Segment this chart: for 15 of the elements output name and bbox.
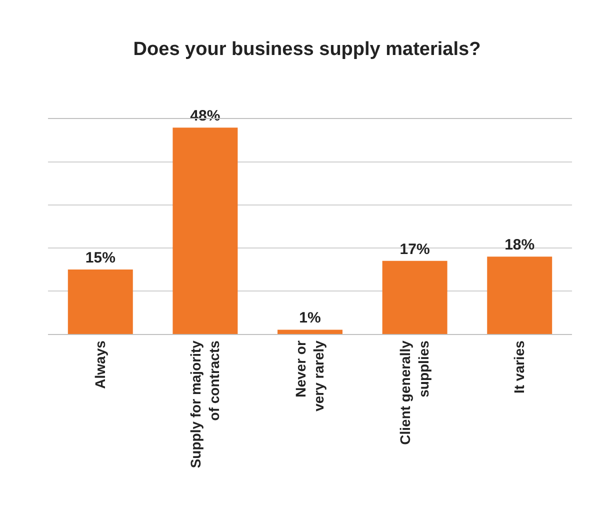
bar xyxy=(382,260,448,334)
chart-title: Does your business supply materials? xyxy=(133,38,481,60)
bar xyxy=(487,256,552,334)
x-tick-label: Always xyxy=(92,340,108,389)
bar xyxy=(278,330,342,334)
data-label: 1% xyxy=(299,310,321,327)
x-tick-label: Client generally supplies xyxy=(397,340,432,445)
x-tick-label: Never or very rarely xyxy=(292,340,327,412)
bar xyxy=(172,128,238,334)
data-label: 18% xyxy=(504,236,535,254)
data-label: 15% xyxy=(85,250,116,266)
x-tick-label: It varies xyxy=(511,340,528,394)
bar xyxy=(68,270,133,334)
x-tick-label: Supply for majority of contracts xyxy=(188,340,222,468)
data-label: 17% xyxy=(400,240,430,258)
